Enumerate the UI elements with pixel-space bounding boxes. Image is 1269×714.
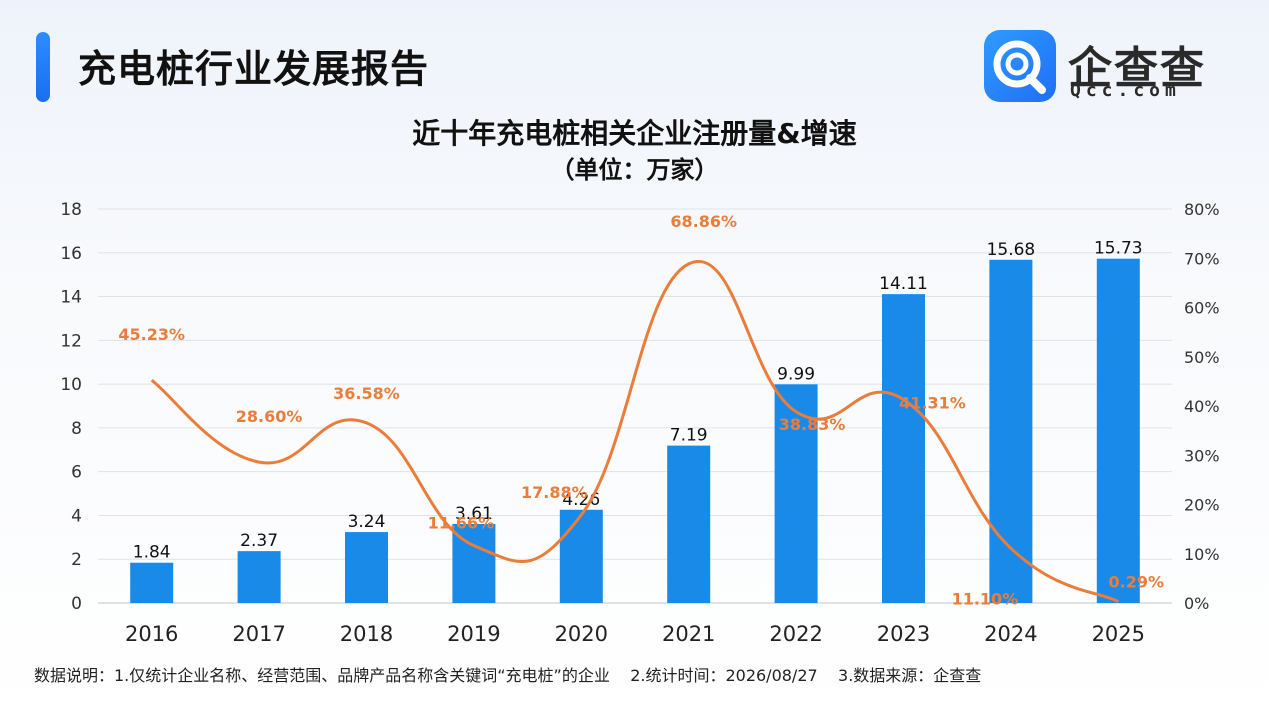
bar-value-label: 2.37	[240, 531, 278, 551]
y-left-tick-label: 0	[71, 594, 82, 614]
title-accent-bar	[36, 32, 50, 102]
bar-value-label: 15.68	[987, 240, 1036, 260]
x-tick-label: 2024	[984, 622, 1037, 646]
bar	[345, 532, 388, 603]
logo-domain: Qcc.com	[1070, 80, 1181, 101]
x-tick-label: 2022	[769, 622, 822, 646]
y-left-tick-label: 2	[71, 550, 82, 570]
bar-value-label: 9.99	[777, 364, 815, 384]
x-tick-label: 2019	[447, 622, 500, 646]
bar	[237, 551, 281, 603]
y-right-tick-label: 20%	[1184, 496, 1220, 515]
x-tick-label: 2016	[125, 622, 178, 646]
footnote: 数据说明：1.仅统计企业名称、经营范围、品牌产品名称含关键词“充电桩”的企业 2…	[34, 666, 982, 685]
y-right-tick-label: 0%	[1184, 594, 1209, 613]
growth-rate-line	[150, 259, 1119, 603]
qcc-logo: 企查查 Qcc.com	[984, 30, 1234, 105]
y-right-tick-label: 10%	[1184, 545, 1220, 564]
line-value-label: 36.58%	[333, 384, 400, 403]
y-left-tick-label: 16	[60, 244, 82, 264]
x-tick-label: 2020	[555, 622, 608, 646]
chart-title: 近十年充电桩相关企业注册量&增速	[412, 117, 857, 150]
chart-subtitle: （单位：万家）	[550, 156, 719, 184]
bar-value-label: 1.84	[133, 543, 171, 563]
logo-name: 企查查	[1068, 43, 1206, 94]
line-value-label: 0.29%	[1109, 573, 1165, 592]
qcc-logo-icon	[984, 30, 1056, 102]
y-right-tick-label: 80%	[1184, 200, 1220, 219]
x-tick-label: 2021	[662, 622, 715, 646]
x-tick-label: 2023	[877, 622, 930, 646]
y-right-tick-label: 40%	[1184, 397, 1220, 416]
bar	[130, 562, 174, 603]
y-left-tick-label: 14	[60, 288, 82, 308]
bar-value-label: 4.26	[562, 490, 600, 510]
y-left-tick-label: 18	[60, 200, 82, 220]
bar	[1096, 258, 1140, 603]
x-tick-label: 2025	[1092, 622, 1145, 646]
y-left-tick-label: 6	[71, 463, 82, 483]
y-left-tick-label: 12	[60, 331, 82, 351]
x-tick-label: 2017	[232, 622, 285, 646]
x-tick-label: 2018	[340, 622, 393, 646]
line-value-label: 17.88%	[521, 483, 588, 502]
line-value-label: 41.31%	[899, 394, 966, 413]
line-value-label: 28.60%	[236, 407, 303, 426]
report-title: 充电桩行业发展报告	[78, 47, 430, 91]
bar	[774, 384, 818, 603]
bar-value-label: 14.11	[879, 274, 928, 294]
bar-value-label: 7.19	[670, 426, 708, 446]
line-value-label: 68.86%	[670, 212, 737, 231]
bar	[989, 259, 1033, 603]
y-left-tick-label: 4	[71, 506, 82, 526]
y-right-tick-label: 70%	[1184, 249, 1220, 268]
line-value-label: 11.66%	[428, 514, 495, 533]
bar	[667, 445, 711, 603]
y-left-tick-label: 8	[71, 419, 82, 439]
y-right-tick-label: 60%	[1184, 299, 1220, 318]
line-value-label: 11.10%	[952, 589, 1019, 608]
y-right-tick-label: 30%	[1184, 446, 1220, 465]
bar-value-label: 3.24	[348, 512, 386, 532]
bar	[559, 509, 603, 603]
line-value-label: 38.83%	[779, 415, 846, 434]
bar	[882, 294, 925, 603]
line-value-label: 45.23%	[118, 325, 185, 344]
bar-value-label: 15.73	[1094, 239, 1143, 259]
y-right-tick-label: 50%	[1184, 348, 1220, 367]
y-left-tick-label: 10	[60, 375, 82, 395]
bar-value-label: 3.61	[455, 504, 493, 524]
